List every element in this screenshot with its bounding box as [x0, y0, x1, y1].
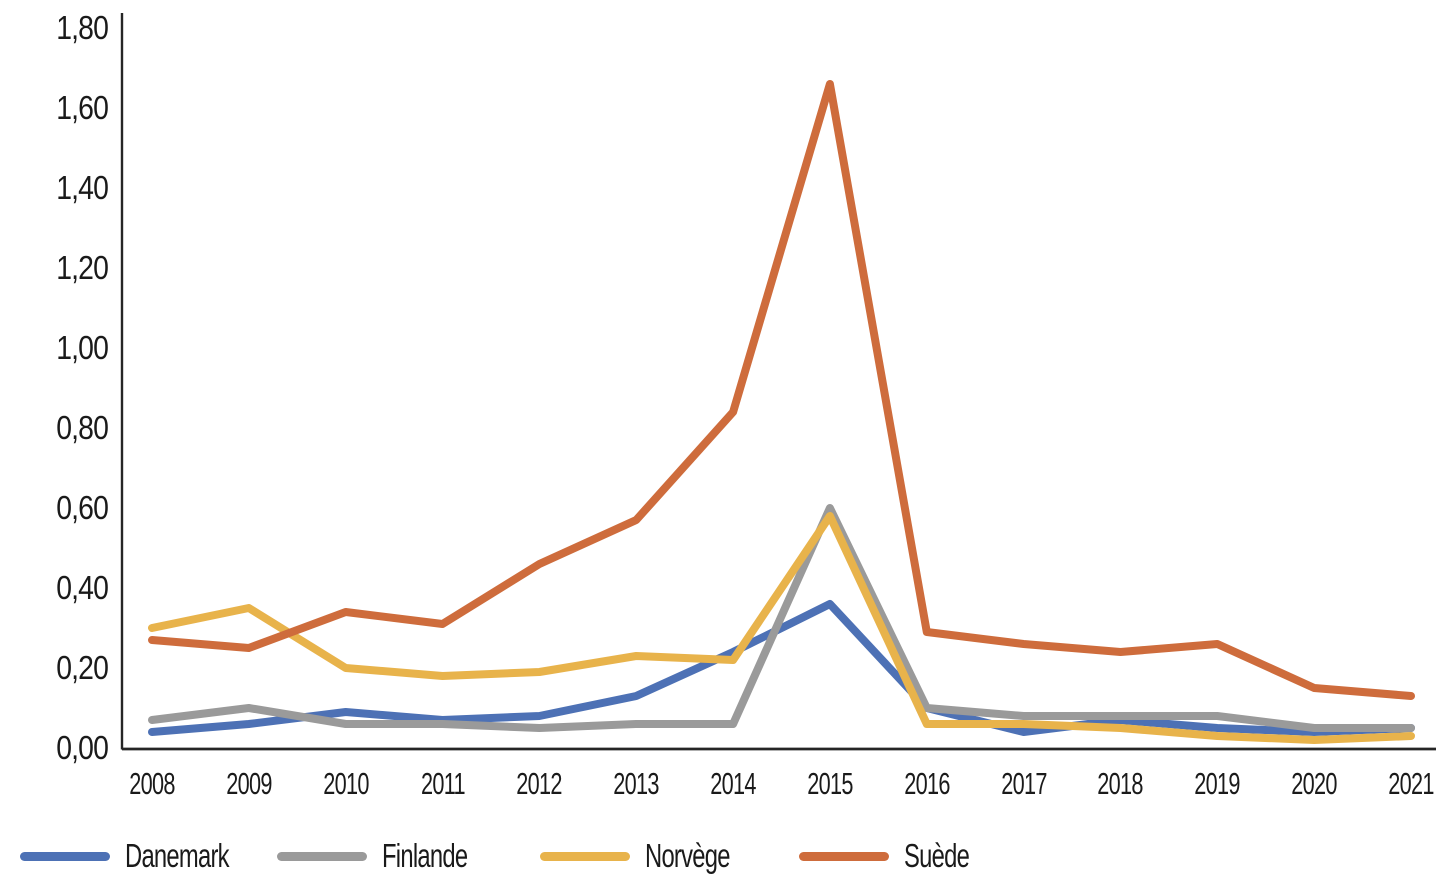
y-tick-label: 1,00 [56, 329, 109, 366]
legend-label-danemark: Danemark [125, 837, 230, 874]
x-tick-label: 2013 [613, 766, 659, 801]
legend-swatch-danemark [20, 851, 110, 861]
x-tick-label: 2015 [807, 766, 853, 801]
legend-item-sude: Suède [799, 836, 994, 876]
legend-label-norvge: Norvège [645, 837, 730, 874]
series-line-sude [148, 80, 1415, 700]
x-tick-label: 2019 [1194, 766, 1241, 801]
y-tick-label: 1,60 [56, 89, 109, 126]
y-tick-label: 1,80 [56, 9, 109, 46]
x-tick-label: 2021 [1388, 766, 1434, 801]
legend-item-norvge: Norvège [540, 836, 763, 876]
x-tick-label: 2017 [1000, 766, 1047, 801]
y-tick-label: 0,00 [56, 729, 109, 766]
legend-swatch-finlande [277, 851, 367, 861]
x-tick-label: 2010 [322, 766, 369, 801]
y-tick-label: 0,80 [56, 409, 109, 446]
x-tick-label: 2009 [226, 766, 272, 801]
series-line-norvge [148, 512, 1415, 744]
legend-label-finlande: Finlande [382, 837, 468, 874]
legend-swatch-sude [799, 851, 889, 861]
x-tick-label: 2008 [129, 766, 175, 801]
legend-swatch-norvge [540, 851, 630, 861]
y-tick-label: 0,40 [56, 569, 109, 606]
legend-item-finlande: Finlande [277, 836, 501, 876]
legend-label-sude: Suède [904, 837, 970, 874]
x-tick-label: 2014 [710, 766, 756, 801]
legend-item-danemark: Danemark [20, 836, 269, 876]
y-tick-label: 0,20 [56, 649, 109, 686]
x-tick-label: 2018 [1097, 766, 1144, 801]
y-tick-label: 0,60 [56, 489, 109, 526]
series-line-finlande [148, 504, 1415, 732]
x-tick-label: 2011 [420, 766, 466, 801]
x-tick-label: 2016 [904, 766, 950, 801]
y-tick-label: 1,20 [56, 249, 109, 286]
x-tick-label: 2020 [1291, 766, 1337, 801]
x-tick-label: 2012 [516, 766, 563, 801]
y-tick-label: 1,40 [56, 169, 109, 206]
series-line-danemark [148, 600, 1415, 736]
legend: Danemark Finlande Norvège Suède [0, 836, 1448, 876]
